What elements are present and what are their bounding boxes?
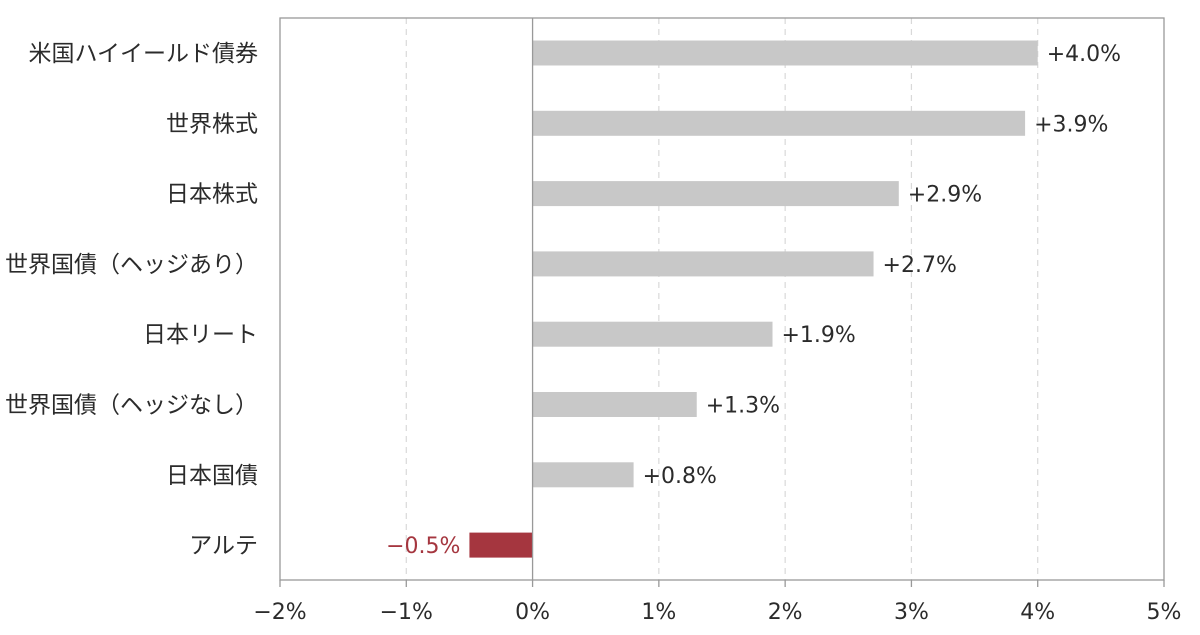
x-tick-label: −1% xyxy=(380,600,433,625)
x-tick-label: 5% xyxy=(1147,600,1182,625)
category-label: 日本リート xyxy=(143,322,258,348)
bar xyxy=(532,181,899,207)
x-tick-label: 2% xyxy=(768,600,803,625)
bar xyxy=(532,321,773,347)
axes xyxy=(279,17,1165,587)
category-label: 日本株式 xyxy=(166,182,258,208)
category-label: 世界株式 xyxy=(166,111,258,137)
data-label: +4.0% xyxy=(1047,42,1121,67)
data-label: +2.9% xyxy=(908,183,982,208)
bar xyxy=(532,40,1038,66)
data-label: +3.9% xyxy=(1034,112,1108,137)
data-label: +1.3% xyxy=(706,394,780,419)
x-tick-label: 1% xyxy=(641,600,676,625)
data-label: +0.8% xyxy=(643,464,717,489)
plot-frame xyxy=(279,17,1165,581)
data-label: +2.7% xyxy=(883,253,957,278)
bar xyxy=(469,532,533,558)
category-label: 米国ハイイールド債券 xyxy=(28,41,258,67)
category-label: 日本国債 xyxy=(166,463,258,489)
bar xyxy=(532,392,697,417)
labels: −2% −1% 0% 1% 2% 3% 4% 5% 米国ハイイールド債券 +4.0% 世界株式 +3.… xyxy=(5,41,1181,625)
data-label: −0.5% xyxy=(386,534,460,559)
category-label: アルテ xyxy=(189,533,258,559)
bar xyxy=(532,110,1026,136)
x-tick-label: 0% xyxy=(515,600,550,625)
gridlines xyxy=(405,18,1039,580)
x-tick-label: 3% xyxy=(894,600,929,625)
category-label: 世界国債（ヘッジなし） xyxy=(5,393,258,419)
x-tick-label: 4% xyxy=(1020,600,1055,625)
bar xyxy=(532,251,874,277)
bar xyxy=(532,462,634,488)
category-label: 世界国債（ヘッジあり） xyxy=(5,252,258,278)
x-tick-label: −2% xyxy=(253,600,306,625)
bars xyxy=(469,40,1038,558)
data-label: +1.9% xyxy=(782,323,856,348)
